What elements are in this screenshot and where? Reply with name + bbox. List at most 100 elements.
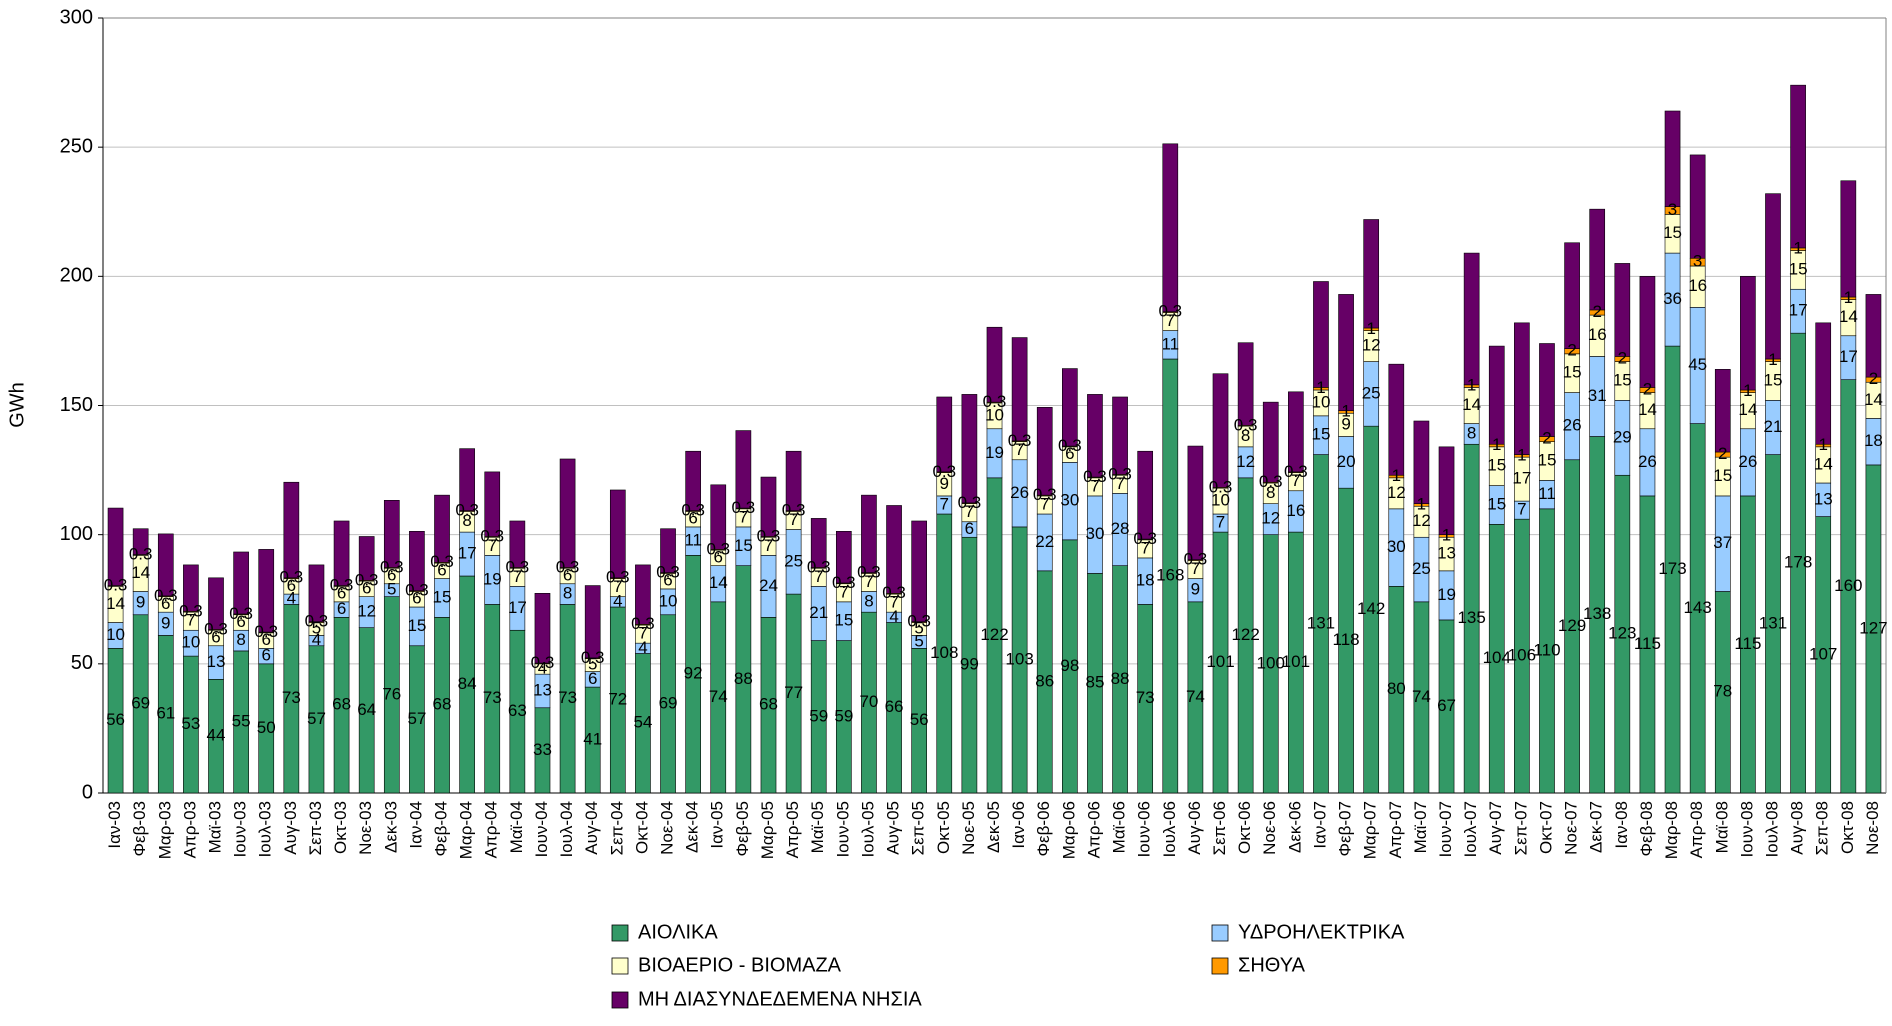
- data-label: 26: [1563, 416, 1582, 435]
- data-label: 6: [337, 599, 346, 618]
- data-label: 4: [889, 607, 898, 626]
- data-label: 6: [211, 627, 220, 646]
- data-label: 0.3: [430, 552, 454, 571]
- data-label: 15: [1613, 370, 1632, 389]
- data-label: 8: [1241, 426, 1250, 445]
- data-label: 100: [1257, 653, 1285, 672]
- data-label: 67: [1437, 696, 1456, 715]
- data-label: 61: [156, 704, 175, 723]
- legend-label: ΒΙΟΑΕΡΙΟ - ΒΙΟΜΑΖΑ: [638, 954, 842, 976]
- data-label: 20: [1337, 452, 1356, 471]
- data-label: 15: [1538, 451, 1557, 470]
- data-label: 5: [312, 618, 321, 637]
- data-label: 16: [1688, 276, 1707, 295]
- data-label: 41: [583, 730, 602, 749]
- data-label: 30: [1060, 491, 1079, 510]
- data-label: 1: [1417, 494, 1426, 513]
- bar-segment: [459, 448, 475, 511]
- data-label: 55: [232, 711, 251, 730]
- legend-swatch: [611, 924, 629, 942]
- bar-segment: [1237, 342, 1254, 426]
- data-label: 0.3: [254, 622, 278, 641]
- data-label: 7: [1140, 538, 1149, 557]
- data-label: 0.3: [506, 557, 530, 576]
- bar-segment: [358, 536, 375, 581]
- data-label: 21: [1764, 417, 1783, 436]
- data-label: 64: [357, 700, 376, 719]
- data-label: 104: [1483, 648, 1511, 667]
- data-label: 7: [1015, 440, 1024, 459]
- data-label: 74: [709, 687, 728, 706]
- bar-segment: [132, 528, 149, 555]
- bar-segment: [484, 471, 501, 537]
- x-tick-label: Φεβ-06: [1034, 801, 1053, 857]
- data-label: 14: [1864, 390, 1883, 409]
- data-label: 85: [1085, 673, 1104, 692]
- data-label: 77: [784, 683, 803, 702]
- data-label: 73: [483, 688, 502, 707]
- data-label: 0.3: [1083, 467, 1107, 486]
- data-label: 7: [1216, 513, 1225, 532]
- bar-segment: [1614, 263, 1631, 357]
- data-label: 56: [910, 710, 929, 729]
- x-tick-label: Σεπ-08: [1813, 801, 1832, 855]
- data-label: 2: [1567, 341, 1576, 360]
- x-tick-label: Απρ-04: [482, 801, 501, 858]
- y-tick-label: 50: [71, 652, 93, 674]
- data-label: 15: [1312, 425, 1331, 444]
- data-label: 15: [734, 536, 753, 555]
- x-tick-label: Μαρ-03: [155, 801, 174, 859]
- x-tick-label: Απρ-03: [180, 801, 199, 858]
- x-tick-label: Δεκ-03: [381, 801, 400, 853]
- data-label: 11: [1538, 484, 1556, 503]
- data-label: 0.3: [857, 563, 881, 582]
- bar-segment: [635, 564, 651, 625]
- bar-segment: [1363, 219, 1380, 329]
- data-label: 22: [1035, 532, 1054, 551]
- data-label: 129: [1558, 616, 1586, 635]
- data-label: 0.3: [330, 575, 354, 594]
- data-label: 10: [985, 405, 1004, 424]
- data-label: 160: [1834, 576, 1862, 595]
- data-label: 7: [613, 577, 622, 596]
- bar-segment: [308, 564, 325, 623]
- x-tick-label: Απρ-05: [783, 801, 802, 858]
- data-label: 7: [1517, 500, 1526, 519]
- data-label: 24: [759, 576, 778, 595]
- bar-segment: [1338, 294, 1354, 411]
- data-label: 26: [1738, 452, 1757, 471]
- bar-segment: [685, 450, 701, 511]
- x-tick-label: Μαϊ-03: [205, 801, 224, 853]
- data-label: 173: [1658, 559, 1686, 578]
- data-label: 0.3: [1058, 436, 1082, 455]
- bar-segment: [208, 577, 224, 630]
- bar-segment: [810, 518, 827, 568]
- data-label: 15: [1487, 494, 1506, 513]
- bar-segment: [233, 551, 249, 615]
- data-label: 18: [1136, 571, 1155, 590]
- data-label: 0.3: [606, 568, 630, 587]
- data-label: 115: [1734, 634, 1761, 653]
- x-tick-label: Σεπ-05: [909, 801, 928, 855]
- x-tick-label: Νοε-04: [658, 801, 677, 855]
- data-label: 0.3: [581, 648, 605, 667]
- data-label: 131: [1307, 613, 1335, 632]
- data-label: 1: [1818, 435, 1827, 454]
- data-label: 1: [1392, 466, 1401, 485]
- data-label: 12: [357, 602, 376, 621]
- x-tick-label: Απρ-06: [1084, 801, 1103, 858]
- data-label: 15: [1663, 223, 1682, 242]
- bar-segment: [1815, 322, 1832, 445]
- x-tick-label: Μαϊ-07: [1411, 801, 1430, 853]
- data-label: 7: [1090, 476, 1099, 495]
- x-tick-label: Ιουν-04: [532, 801, 551, 858]
- data-label: 3: [1693, 252, 1702, 271]
- bar-segment: [660, 528, 676, 573]
- bar-segment: [961, 394, 978, 504]
- data-label: 1: [1844, 288, 1853, 307]
- x-tick-label: Ιουν-06: [1135, 801, 1154, 858]
- x-tick-label: Οκτ-05: [934, 801, 953, 854]
- data-label: 1: [1341, 401, 1350, 420]
- data-label: 17: [458, 544, 477, 563]
- data-label: 8: [864, 591, 873, 610]
